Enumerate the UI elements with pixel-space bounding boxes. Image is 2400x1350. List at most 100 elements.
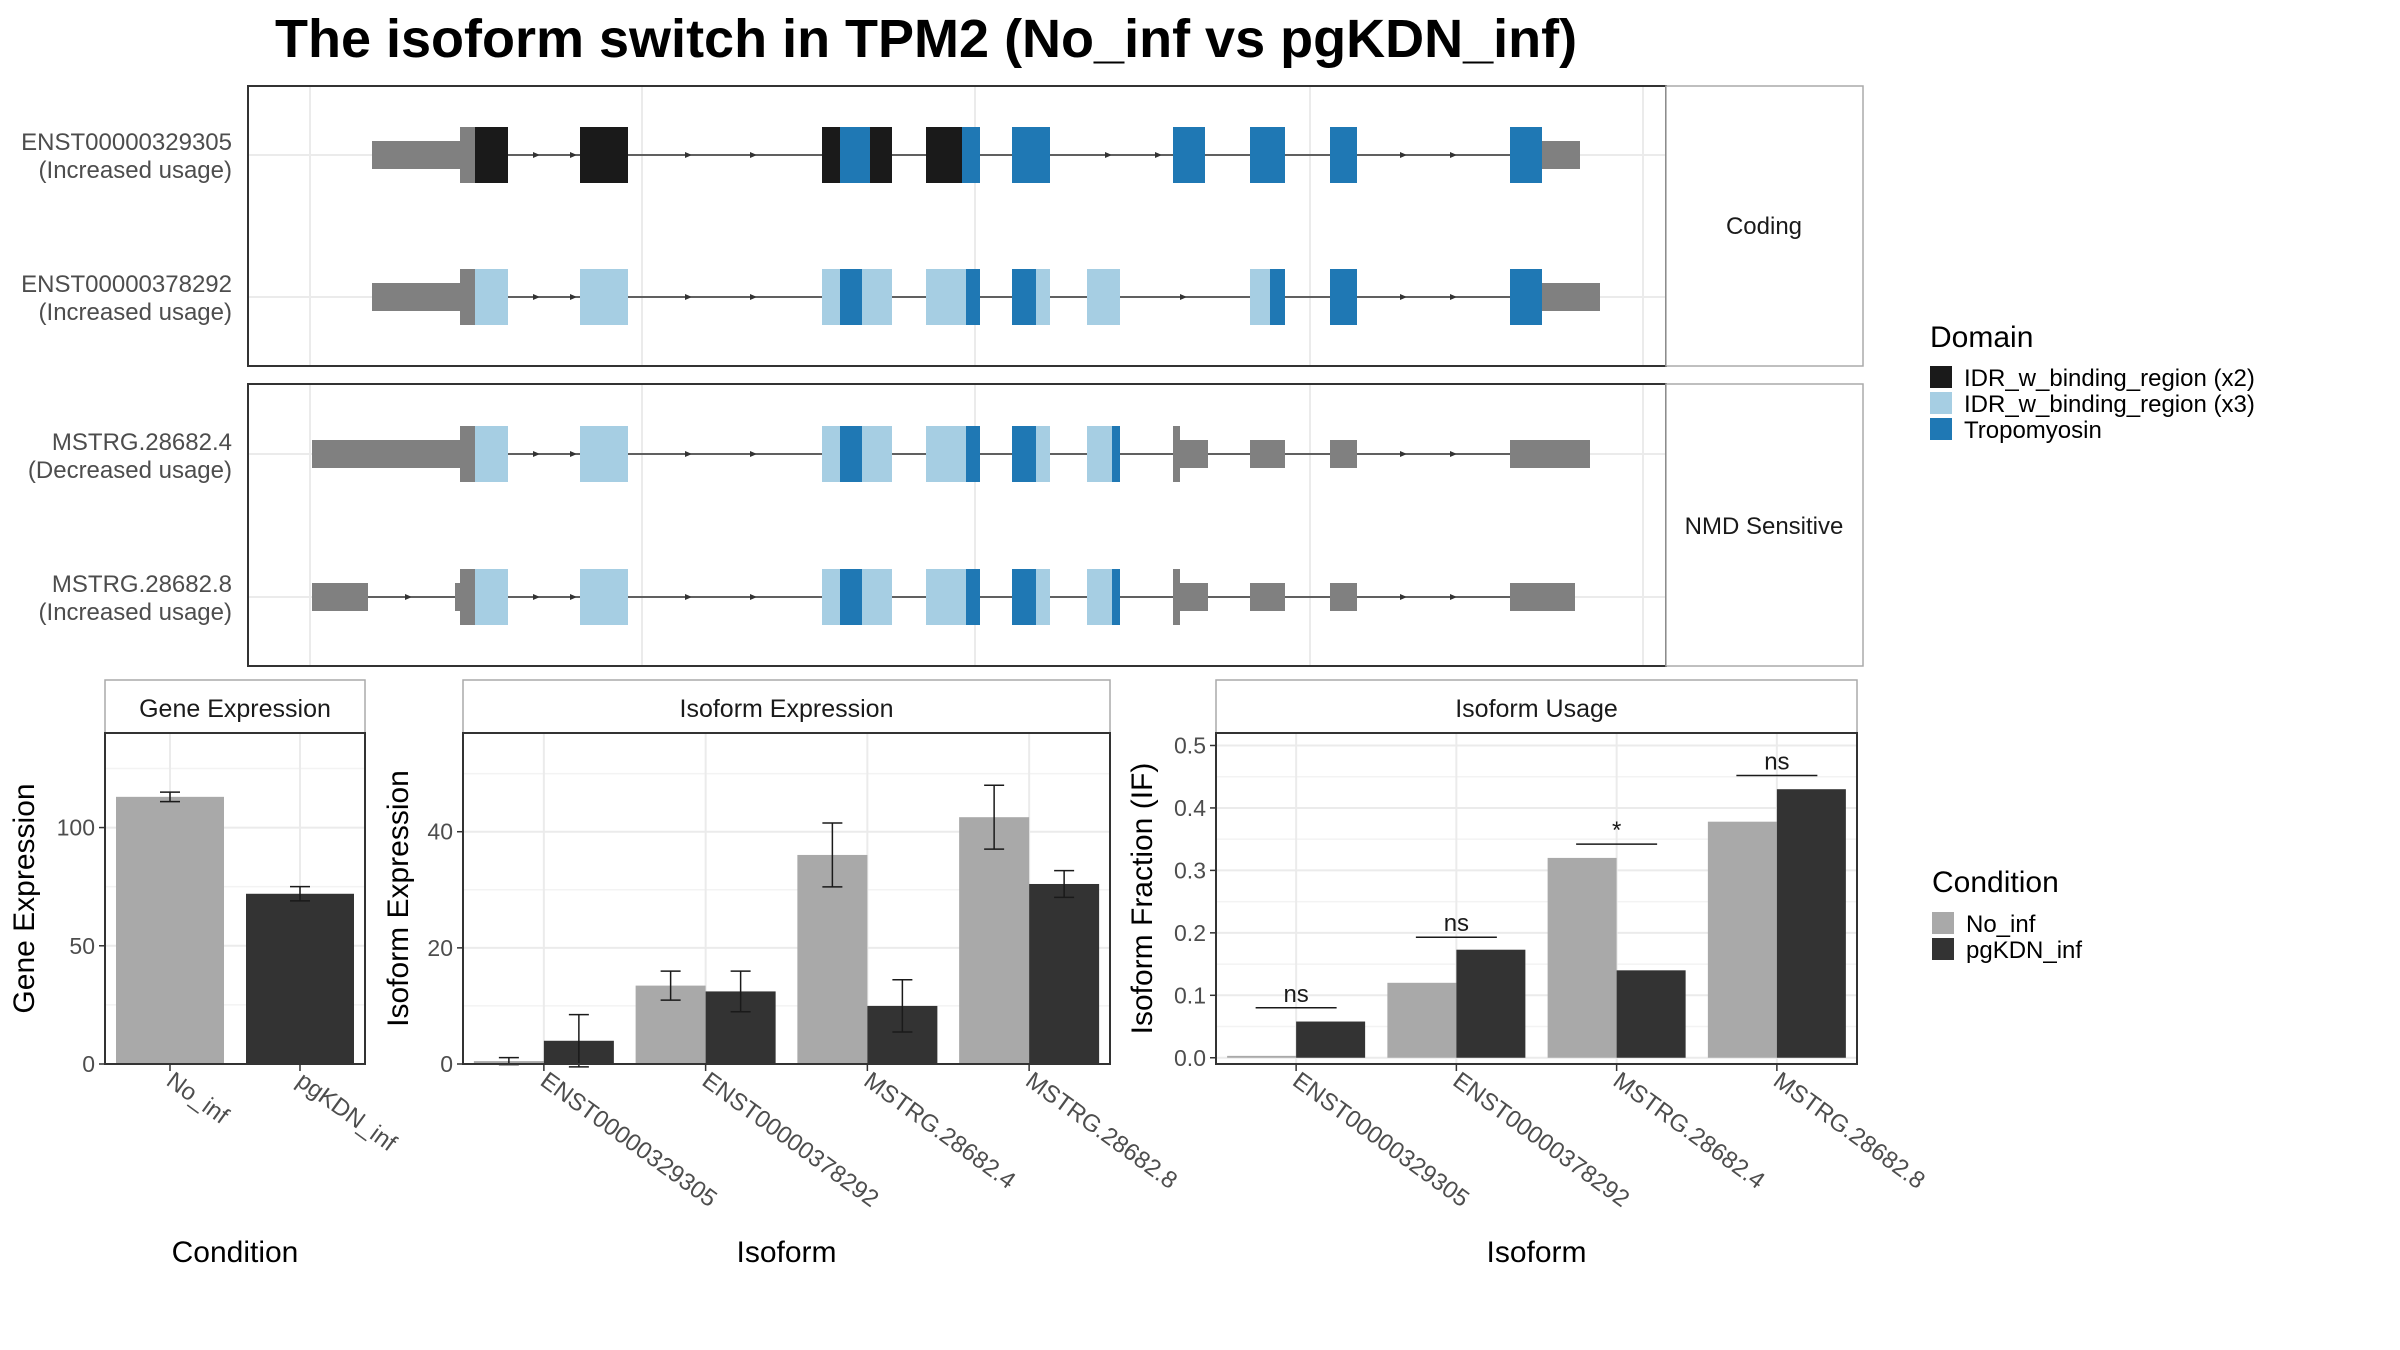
intron-arrow bbox=[1450, 294, 1457, 300]
transcript-name: ENST00000378292 bbox=[21, 271, 232, 298]
legend-key-no-inf bbox=[1932, 912, 1954, 934]
legend-label-idr-x3: IDR_w_binding_region (x3) bbox=[1964, 391, 2255, 418]
exon-block bbox=[870, 127, 892, 183]
legend-label-tropomyosin: Tropomyosin bbox=[1964, 417, 2102, 444]
exon-block bbox=[862, 426, 892, 482]
intron-arrow bbox=[570, 451, 577, 457]
bar bbox=[1707, 821, 1777, 1058]
exon-block bbox=[1250, 583, 1285, 611]
significance-label: ns bbox=[1283, 981, 1308, 1008]
bar bbox=[1456, 949, 1526, 1058]
exon-block bbox=[580, 569, 628, 625]
exon-block bbox=[1012, 426, 1036, 482]
bar bbox=[1387, 982, 1457, 1058]
y-tick-label: 0.3 bbox=[1174, 857, 1206, 883]
intron-arrow bbox=[685, 451, 692, 457]
exon-block bbox=[862, 569, 892, 625]
exon-block bbox=[460, 269, 475, 325]
structure-facet-nmd: NMD Sensitive MSTRG.28682.4 (Decreased u… bbox=[28, 383, 1864, 667]
bar bbox=[797, 854, 868, 1064]
intron-arrow bbox=[1155, 152, 1162, 158]
x-tick-label: ENST00000378292 bbox=[1448, 1067, 1634, 1213]
intron-arrow bbox=[533, 294, 540, 300]
exon-block bbox=[1330, 269, 1357, 325]
intron-arrow bbox=[750, 594, 757, 600]
exon-block bbox=[312, 583, 368, 611]
intron-arrow bbox=[533, 152, 540, 158]
exon-block bbox=[475, 127, 508, 183]
exon-block bbox=[1250, 440, 1285, 468]
exon-block bbox=[1036, 569, 1050, 625]
x-axis-title: Isoform bbox=[1486, 1236, 1586, 1269]
exon-block bbox=[1180, 583, 1208, 611]
intron-arrow bbox=[533, 451, 540, 457]
intron-arrow bbox=[1400, 152, 1407, 158]
exon-block bbox=[822, 269, 840, 325]
facet-strip-coding bbox=[1665, 85, 1864, 367]
x-tick-label: pgKDN_inf bbox=[291, 1067, 401, 1157]
exon-block bbox=[1542, 283, 1600, 311]
facet-strip bbox=[462, 679, 1111, 734]
exon-block bbox=[1112, 426, 1120, 482]
y-tick-label: 20 bbox=[427, 935, 453, 961]
exon-block bbox=[1012, 569, 1036, 625]
intron-arrow bbox=[1400, 294, 1407, 300]
intron-arrow bbox=[533, 594, 540, 600]
exon-block bbox=[1330, 127, 1357, 183]
exon-block bbox=[966, 426, 980, 482]
exon-block bbox=[1087, 269, 1120, 325]
exon-block bbox=[1180, 440, 1208, 468]
transcript-name: ENST00000329305 bbox=[21, 129, 232, 156]
intron-arrow bbox=[750, 152, 757, 158]
legend-key-idr-x2 bbox=[1930, 366, 1952, 388]
exon-block bbox=[1012, 269, 1036, 325]
exon-block bbox=[1173, 426, 1180, 482]
exon-block bbox=[460, 426, 475, 482]
chart-title: Isoform Usage bbox=[1455, 695, 1618, 723]
y-tick-label: 0.4 bbox=[1174, 795, 1206, 821]
intron-arrow bbox=[685, 594, 692, 600]
exon-block bbox=[1036, 426, 1050, 482]
exon-block bbox=[475, 426, 508, 482]
chart-isoform-expression: Isoform Expression 0 20 40 ENST00000329305EN… bbox=[382, 679, 1183, 1269]
exon-block bbox=[475, 269, 508, 325]
exon-block bbox=[840, 127, 870, 183]
y-tick-label: 0.5 bbox=[1174, 732, 1206, 758]
exon-block bbox=[1173, 569, 1180, 625]
exon-block bbox=[1173, 127, 1205, 183]
chart-gene-expression: Gene Expression 0 50 100 No_inf pgKDN_inf Cond… bbox=[8, 679, 402, 1269]
y-axis-title: Gene Expression bbox=[8, 783, 41, 1013]
x-axis-title: Condition bbox=[172, 1236, 299, 1269]
chart-title: Gene Expression bbox=[139, 695, 331, 723]
exon-block bbox=[1087, 569, 1112, 625]
intron-arrow bbox=[1400, 594, 1407, 600]
exon-block bbox=[840, 269, 862, 325]
exon-block bbox=[926, 426, 966, 482]
intron-arrow bbox=[570, 594, 577, 600]
transcript-usage: (Increased usage) bbox=[39, 299, 232, 326]
exon-block bbox=[840, 426, 862, 482]
intron-arrow bbox=[1400, 451, 1407, 457]
facet-strip bbox=[104, 679, 366, 734]
intron-arrow bbox=[1105, 152, 1112, 158]
y-tick-label: 0.1 bbox=[1174, 982, 1206, 1008]
exon-block bbox=[1270, 269, 1285, 325]
transcript-usage: (Increased usage) bbox=[39, 599, 232, 626]
domain-legend: Domain IDR_w_binding_region (x2) IDR_w_b… bbox=[1930, 321, 2255, 444]
transcript-usage: (Decreased usage) bbox=[28, 457, 232, 484]
intron-arrow bbox=[750, 294, 757, 300]
y-tick-label: 0.0 bbox=[1174, 1045, 1206, 1071]
exon-block bbox=[822, 426, 840, 482]
exon-block bbox=[1330, 440, 1357, 468]
transcript-name: MSTRG.28682.4 bbox=[52, 429, 232, 456]
x-tick-label: MSTRG.28682.8 bbox=[1021, 1067, 1183, 1195]
intron-arrow bbox=[405, 594, 412, 600]
x-tick-label: ENST00000378292 bbox=[697, 1067, 883, 1213]
exon-block bbox=[966, 569, 980, 625]
y-tick-label: 0 bbox=[440, 1051, 453, 1077]
facet-label-nmd: NMD Sensitive bbox=[1685, 513, 1844, 540]
bar bbox=[959, 817, 1030, 1064]
facet-label-coding: Coding bbox=[1726, 213, 1802, 240]
x-tick-label: MSTRG.28682.4 bbox=[859, 1067, 1021, 1195]
